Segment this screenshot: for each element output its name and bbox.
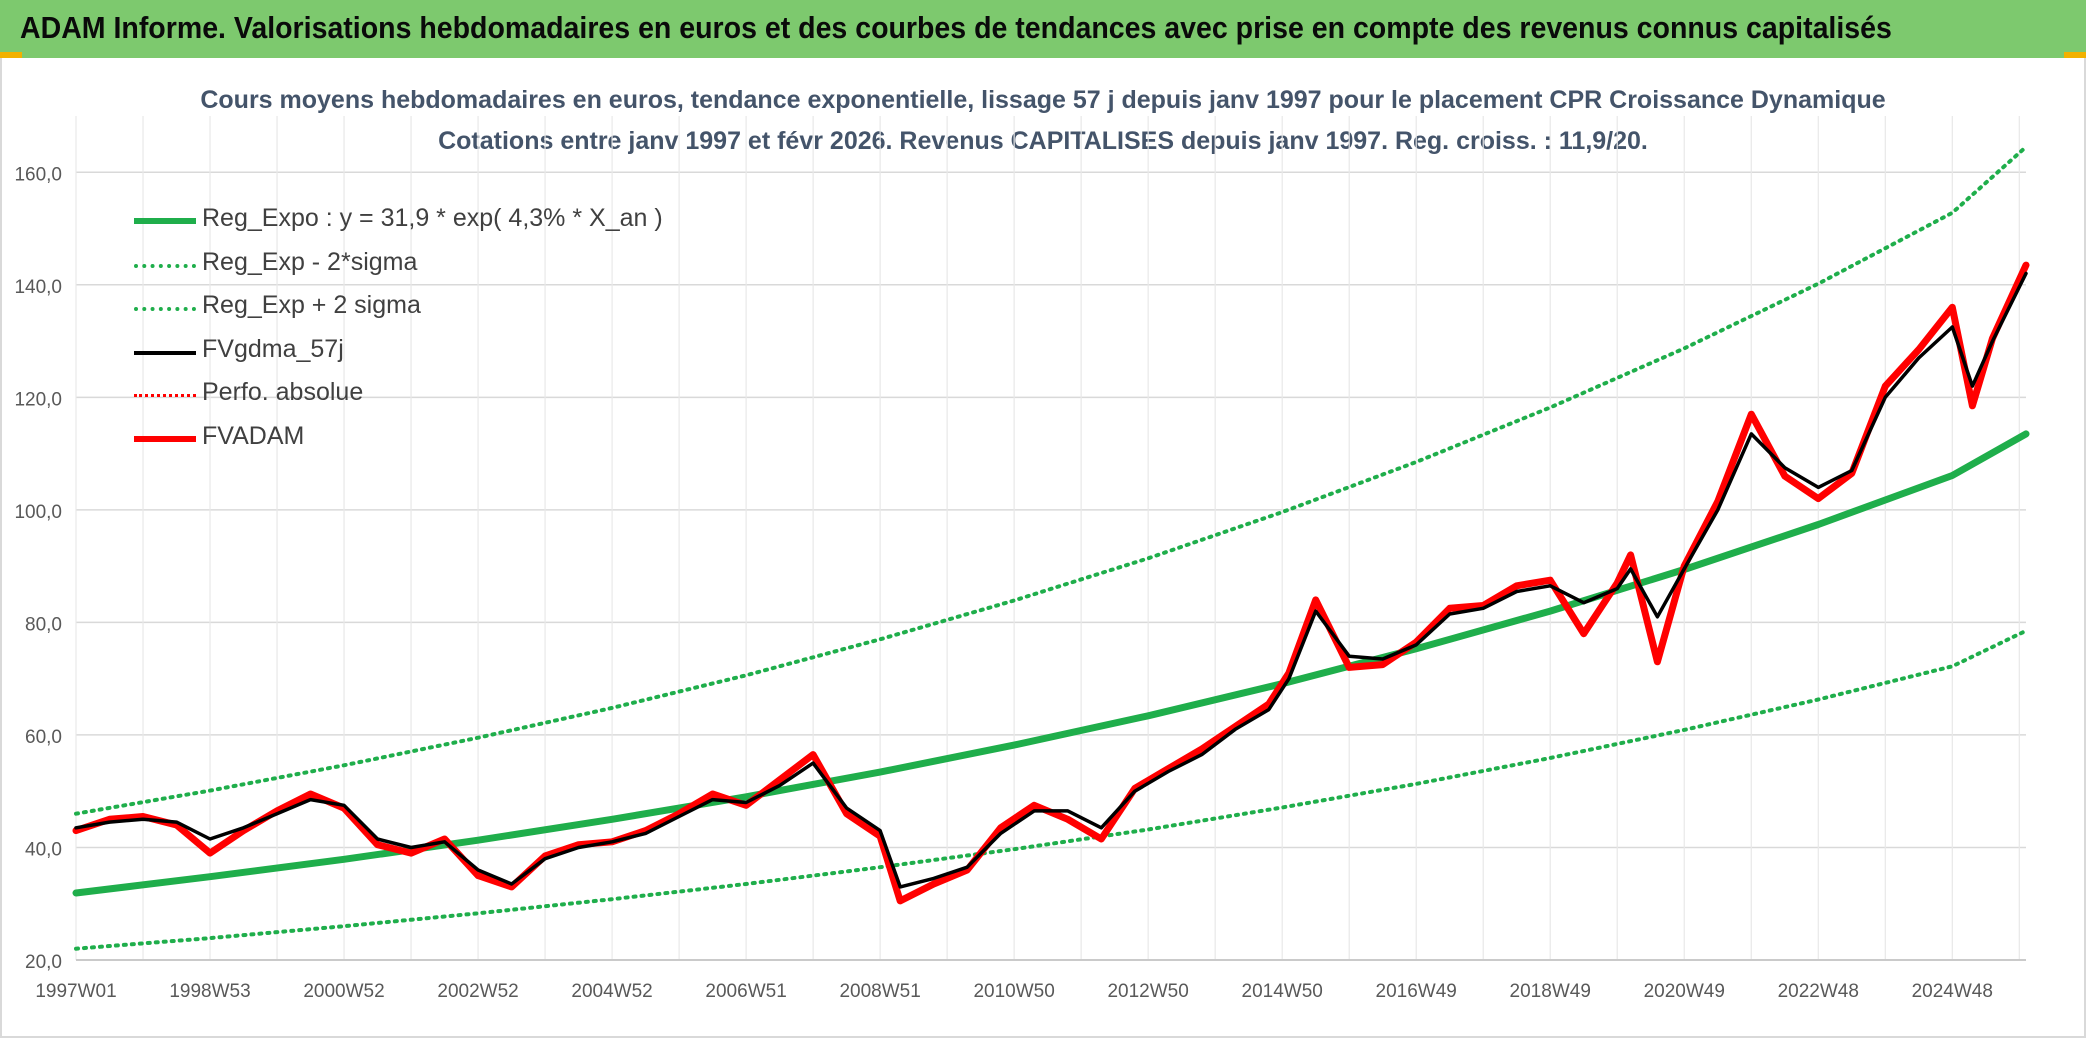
x-tick-label: 2014W50 [1242, 981, 1323, 1002]
legend-swatch [134, 435, 196, 442]
legend-label: Reg_Exp + 2 sigma [202, 291, 421, 319]
legend-swatch [134, 394, 196, 397]
y-tick-label: 120,0 [14, 389, 62, 410]
series-line-3 [74, 271, 2028, 889]
y-tick-label: 100,0 [14, 502, 62, 523]
x-tick-label: 2024W48 [1912, 981, 1993, 1002]
y-tick-label: 60,0 [25, 727, 62, 748]
x-tick-label: 1998W53 [169, 981, 250, 1002]
series-line-0 [72, 430, 2030, 897]
report-title: ADAM Informe. Valorisations hebdomadaire… [20, 10, 1892, 45]
y-tick-label: 80,0 [25, 614, 62, 635]
corner-accent-right [2064, 52, 2086, 58]
x-tick-label: 2022W48 [1778, 981, 1859, 1002]
corner-accent-left [0, 52, 22, 58]
legend-label: Reg_Exp - 2*sigma [202, 247, 418, 276]
x-tick-label: 1997W01 [35, 981, 116, 1002]
x-tick-label: 2002W52 [437, 981, 518, 1002]
x-tick-label: 2000W52 [303, 981, 384, 1002]
x-tick-label: 2010W50 [973, 981, 1054, 1002]
y-tick-label: 140,0 [14, 277, 62, 298]
legend-label: Perfo. absolue [202, 378, 364, 406]
x-tick-label: 2018W49 [1510, 981, 1591, 1002]
report-banner: ADAM Informe. Valorisations hebdomadaire… [0, 0, 2086, 58]
chart-subtitle: Cotations entre janv 1997 et févr 2026. … [438, 127, 1648, 155]
series-line-1 [74, 628, 2028, 951]
y-tick-label: 160,0 [14, 164, 62, 185]
x-tick-label: 2006W51 [705, 981, 786, 1002]
x-tick-label: 2008W51 [839, 981, 920, 1002]
x-tick-label: 2004W52 [571, 981, 652, 1002]
y-tick-label: 20,0 [25, 952, 62, 973]
x-tick-label: 2016W49 [1376, 981, 1457, 1002]
legend-swatch [134, 307, 196, 311]
legend-swatch [134, 263, 196, 268]
legend-swatch [134, 350, 196, 355]
x-tick-label: 2012W50 [1107, 981, 1188, 1002]
series-line-5 [72, 261, 2030, 905]
chart-frame [0, 58, 2086, 1038]
legend-label: Reg_Expo : y = 31,9 * exp( 4,3% * X_an ) [202, 204, 663, 232]
series-layer [72, 144, 2030, 951]
axes-layer: 20,0 40,0 60,0 80,0 100,0 120,0 140,0 160,0 1997… [14, 164, 2026, 1002]
chart-title: Cours moyens hebdomadaires en euros, ten… [200, 86, 1886, 114]
x-tick-label: 2020W49 [1644, 981, 1725, 1002]
legend-label: FVADAM [202, 421, 305, 450]
legend-swatch [134, 218, 196, 224]
series-line-2 [74, 144, 2028, 816]
y-tick-label: 40,0 [25, 839, 62, 860]
series-line-4 [75, 264, 2027, 902]
legend-label: FVgdma_57j [202, 334, 344, 363]
